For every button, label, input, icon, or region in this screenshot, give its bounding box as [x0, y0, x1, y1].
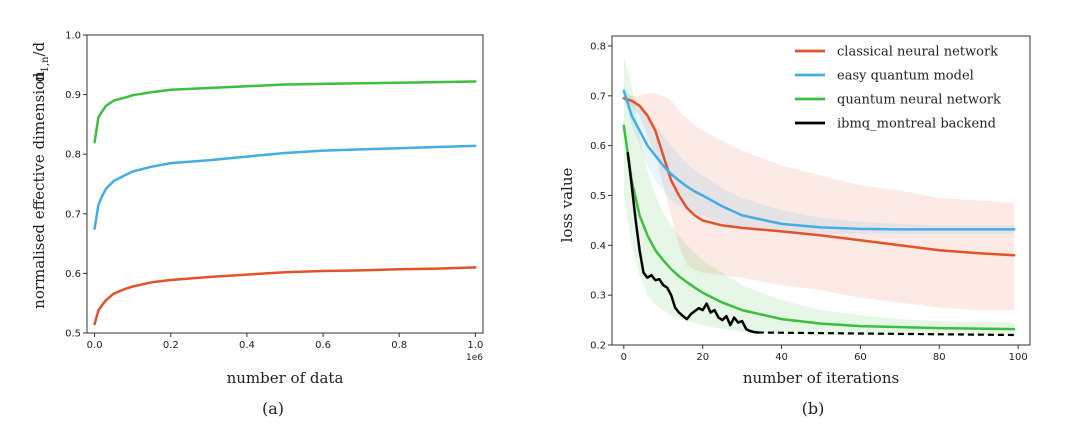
chart-panel-a: 0.0 0.2 0.4 0.6 0.8 1.0 0.5 0.6 0.7 0.8 0.9 1.0 1e…: [30, 31, 484, 418]
chart-b-y-tick-label: 0.8: [590, 41, 606, 52]
chart-a-y-tick-label: 0.7: [65, 209, 81, 220]
series-line-quantum-neural-network: [622, 124, 1016, 331]
chart-b-y-tick-label: 0.3: [590, 291, 606, 302]
chart-a-x-tick-label: 1.0: [467, 340, 483, 351]
chart-a-y-ticks: 0.5 0.6 0.7 0.8 0.9 1.0: [65, 31, 87, 340]
chart-b-y-axis-label: loss value: [558, 168, 576, 243]
chart-a-y-tick-label: 0.9: [65, 90, 81, 101]
chart-b-x-ticks: 0 20 40 60 80 100: [621, 345, 1028, 363]
chart-b-bands: [623, 55, 1015, 336]
chart-a-y-axis-label: normalised effective dimension: [30, 71, 48, 309]
chart-b-y-tick-label: 0.6: [590, 141, 606, 152]
series-line-classical-neural-network: [622, 97, 1016, 257]
chart-a-y-tick-label: 0.6: [65, 269, 81, 280]
chart-b-frame: [611, 35, 1031, 346]
chart-a-x-tick-label: 0.6: [315, 340, 331, 351]
legend-label-ibmq-montreal-backend: ibmq_montreal backend: [837, 117, 996, 132]
chart-a-x-tick-label: 0.0: [87, 340, 103, 351]
legend-label-easy-quantum-model: easy quantum model: [837, 69, 974, 84]
chart-b-x-tick-label: 40: [775, 352, 788, 363]
chart-a-x-tick-label: 0.8: [391, 340, 407, 351]
chart-a-x-axis-label: number of data: [227, 369, 344, 387]
chart-b-y-tick-label: 0.2: [590, 341, 606, 352]
chart-a-x-offset-text: 1e6: [466, 353, 483, 363]
chart-a-x-tick-label: 0.4: [239, 340, 255, 351]
chart-b-x-tick-label: 20: [696, 352, 709, 363]
chart-panel-b: 0 20 40 60 80 100 0.2 0.3 0.4 0.5 0.6 0.7 0.8 numbe…: [558, 35, 1031, 418]
chart-b-legend: classical neural network easy quantum mod…: [795, 45, 1001, 132]
chart-a-frame: [86, 34, 484, 334]
chart-a-caption: (a): [262, 399, 284, 418]
series-band-classical-neural-network: [623, 93, 1015, 311]
series-line-easy-quantum-model: [93, 144, 477, 230]
series-band-quantum-neural-network: [623, 55, 1015, 336]
chart-a-x-ticks: 0.0 0.2 0.4 0.6 0.8 1.0: [87, 333, 483, 351]
chart-b-lines: [622, 89, 1016, 337]
chart-b-x-tick-label: 80: [933, 352, 946, 363]
chart-a-y-tick-label: 0.5: [65, 329, 81, 340]
legend-label-classical-neural-network: classical neural network: [837, 45, 998, 60]
chart-a-y-formula-tail: /d: [30, 41, 48, 56]
chart-a-x-tick-label: 0.2: [163, 340, 179, 351]
series-dashed-line-ibmq-montreal-backend: [757, 331, 1015, 337]
chart-b-x-tick-label: 60: [854, 352, 867, 363]
chart-b-x-tick-label: 100: [1009, 352, 1028, 363]
chart-b-caption: (b): [802, 399, 825, 418]
chart-b-x-tick-label: 0: [621, 352, 627, 363]
chart-a-lines: [93, 80, 477, 326]
series-line-classical-neural-network: [93, 266, 477, 326]
series-line-easy-quantum-model: [622, 89, 1016, 231]
series-band-easy-quantum-model: [623, 85, 1015, 234]
legend-label-quantum-neural-network: quantum neural network: [837, 93, 1001, 108]
chart-a-y-axis-formula: d1,n/d: [30, 41, 51, 82]
series-line-ibmq-montreal-backend: [626, 151, 760, 334]
chart-b-y-tick-label: 0.4: [590, 241, 606, 252]
chart-b-y-ticks: 0.2 0.3 0.4 0.5 0.6 0.7 0.8: [590, 41, 612, 352]
series-line-quantum-neural-network: [93, 80, 477, 144]
chart-b-x-axis-label: number of iterations: [743, 369, 899, 387]
chart-a-y-formula-d: d: [30, 72, 48, 82]
chart-b-y-tick-label: 0.5: [590, 191, 606, 202]
chart-a-y-tick-label: 0.8: [65, 150, 81, 161]
chart-a-y-tick-label: 1.0: [65, 31, 81, 42]
chart-a-y-formula-sub: 1,n: [40, 56, 51, 73]
chart-b-y-tick-label: 0.7: [590, 91, 606, 102]
